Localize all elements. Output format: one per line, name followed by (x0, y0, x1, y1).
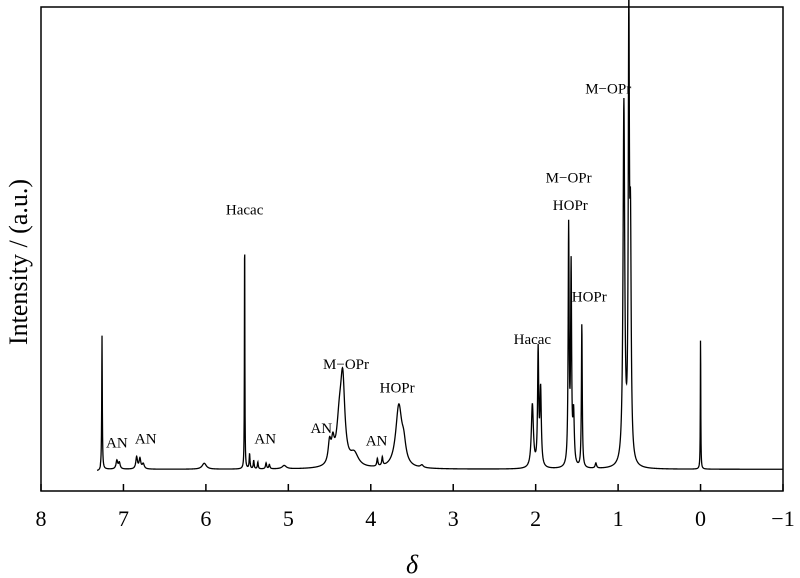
x-tick-label: 5 (283, 506, 294, 531)
peak-label: AN (366, 434, 388, 450)
x-axis-title: δ (406, 550, 419, 578)
plot-frame (40, 6, 784, 492)
peak-label: HOPr (572, 289, 607, 305)
y-axis-title: Intensity / (a.u.) (4, 179, 33, 345)
x-tick-label: 2 (530, 506, 541, 531)
peak-label: AN (254, 431, 276, 447)
x-tick-label: 8 (36, 506, 47, 531)
x-axis-tick-labels: 8 7 6 5 4 3 2 1 0 −1 (36, 506, 795, 531)
peak-label: Hacac (514, 332, 552, 348)
peak-label: HOPr (553, 198, 588, 214)
x-tick-label: 4 (365, 506, 376, 531)
x-tick-label: 6 (200, 506, 211, 531)
x-tick-label: −1 (771, 506, 794, 531)
peak-label: AN (135, 431, 157, 447)
peak-label: M−OPr (323, 357, 369, 373)
peak-label: AN (310, 421, 332, 437)
x-axis-ticks (40, 484, 784, 491)
peak-annotations: AN AN Hacac AN AN M−OPr AN HOPr Hacac M−OPr HOPr HO… (106, 82, 631, 452)
x-tick-label: 1 (613, 506, 624, 531)
x-tick-label: 0 (695, 506, 706, 531)
peak-label: M−OPr (585, 82, 631, 98)
peak-label: Hacac (226, 202, 264, 218)
x-tick-label: 3 (448, 506, 459, 531)
x-tick-label: 7 (118, 506, 129, 531)
peak-label: M−OPr (546, 171, 592, 187)
spectrum-line (96, 0, 783, 471)
peak-label: HOPr (380, 381, 415, 397)
peak-label: AN (106, 436, 128, 452)
